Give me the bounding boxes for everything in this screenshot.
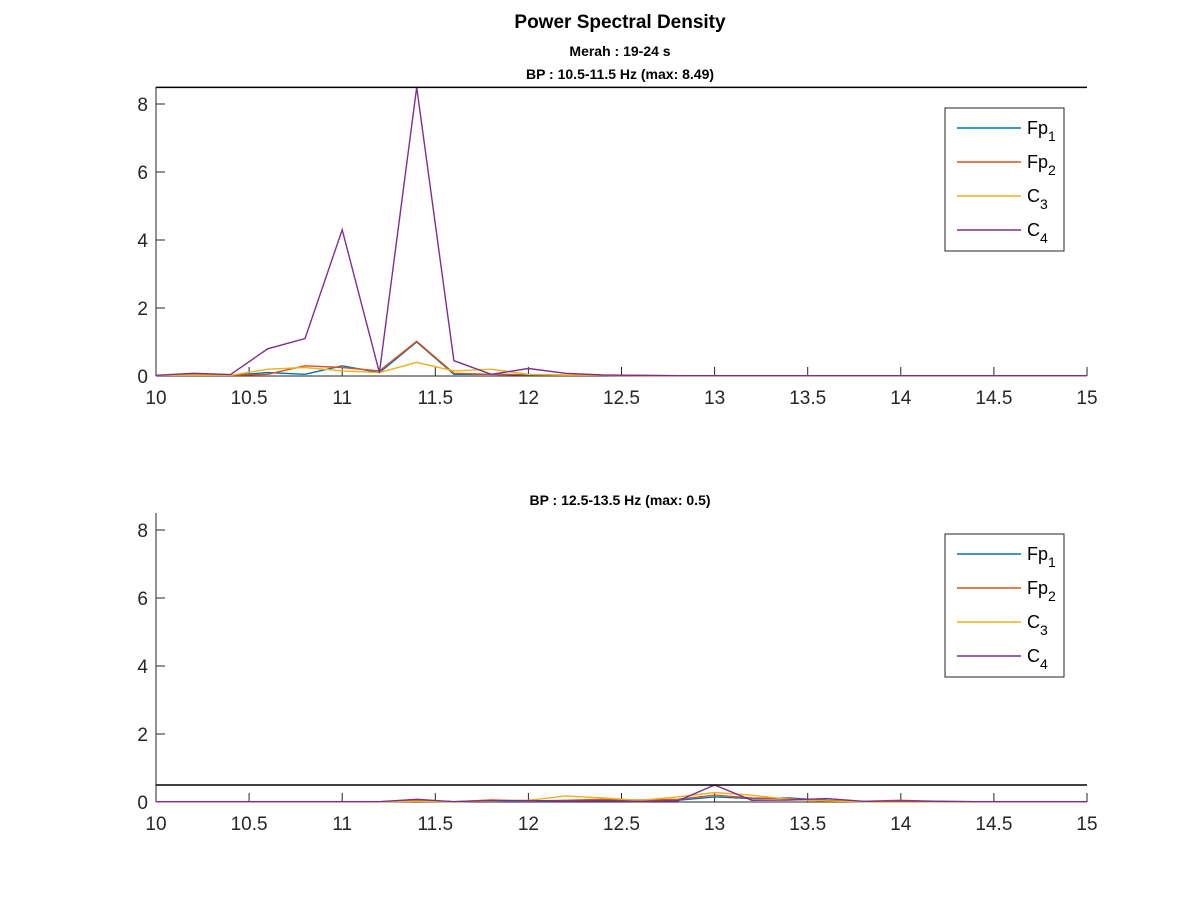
y-tick-label: 4 — [137, 657, 148, 678]
x-tick-label: 12.5 — [603, 814, 640, 835]
x-tick-label: 12 — [518, 388, 539, 409]
x-tick-label: 14 — [890, 388, 912, 409]
series-line-c4 — [156, 784, 1087, 803]
x-tick-label: 14.5 — [975, 388, 1012, 409]
y-tick-label: 2 — [137, 299, 148, 320]
y-tick-label: 8 — [137, 95, 148, 116]
legend-label-c3: C3 — [1027, 612, 1048, 638]
x-tick-label: 14.5 — [975, 814, 1012, 835]
y-tick-label: 6 — [137, 589, 148, 610]
y-tick-label: 2 — [137, 725, 148, 746]
figure-title: Power Spectral Density — [514, 12, 726, 33]
x-tick-label: 10 — [145, 814, 166, 835]
series-line-c4 — [155, 87, 1087, 377]
legend-label-fp1: Fp1 — [1027, 544, 1056, 570]
x-tick-label: 12 — [518, 814, 539, 835]
legend-label-c3: C3 — [1027, 186, 1048, 212]
x-tick-label: 11 — [332, 814, 352, 835]
x-tick-label: 12.5 — [603, 388, 640, 409]
x-tick-label: 14 — [890, 814, 912, 835]
x-tick-label: 11.5 — [418, 388, 454, 409]
x-tick-label: 10.5 — [231, 814, 268, 835]
x-tick-label: 10.5 — [231, 388, 268, 409]
y-tick-label: 4 — [137, 231, 148, 252]
legend: Fp1 Fp2 C3 C4 — [944, 533, 1065, 678]
x-tick-label: 15 — [1076, 814, 1097, 835]
subplot-subtitle: BP : 12.5-13.5 Hz (max: 0.5) — [529, 492, 710, 508]
legend-box — [944, 533, 1065, 678]
legend: Fp1 Fp2 C3 C4 — [944, 107, 1065, 252]
x-tick-label: 11 — [332, 388, 352, 409]
y-tick-label: 8 — [137, 521, 148, 542]
y-tick-label: 0 — [137, 793, 148, 814]
x-tick-label: 10 — [145, 388, 166, 409]
subplot-title: Merah : 19-24 s — [569, 43, 670, 59]
legend-label-c4: C4 — [1027, 646, 1048, 672]
x-tick-label: 11.5 — [418, 814, 454, 835]
x-tick-label: 13.5 — [789, 388, 826, 409]
y-tick-label: 0 — [137, 367, 148, 388]
legend-label-fp2: Fp2 — [1027, 152, 1056, 178]
legend-label-c4: C4 — [1027, 220, 1048, 246]
legend-label-fp2: Fp2 — [1027, 578, 1056, 604]
subplot-2: BP : 12.5-13.5 Hz (max: 0.5) 10 10.5 11 11.5… — [137, 492, 1097, 835]
x-tick-label: 15 — [1076, 388, 1097, 409]
legend-label-fp1: Fp1 — [1027, 118, 1056, 144]
subplot-subtitle: BP : 10.5-11.5 Hz (max: 8.49) — [526, 66, 714, 82]
legend-box — [944, 107, 1065, 252]
x-tick-label: 13 — [704, 388, 725, 409]
x-tick-label: 13.5 — [789, 814, 826, 835]
x-tick-label: 13 — [704, 814, 725, 835]
subplot-1: Merah : 19-24 s BP : 10.5-11.5 Hz (max: 8… — [137, 43, 1097, 409]
y-tick-label: 6 — [137, 163, 148, 184]
